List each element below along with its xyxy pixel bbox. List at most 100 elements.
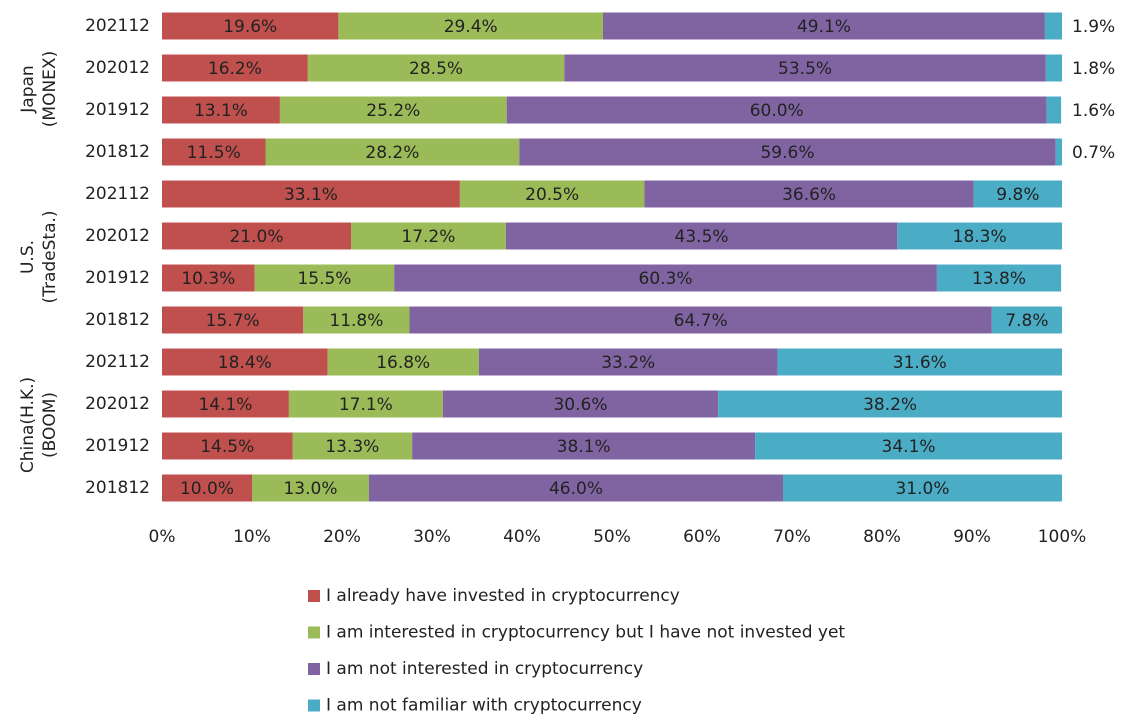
- legend-label: I already have invested in cryptocurrenc…: [326, 586, 680, 606]
- data-label: 13.1%: [194, 101, 248, 121]
- data-label: 17.1%: [339, 395, 393, 415]
- data-label: 33.2%: [601, 353, 655, 373]
- data-label: 1.9%: [1072, 17, 1115, 37]
- bar-segment: [936, 264, 1062, 292]
- data-label: 38.2%: [863, 395, 917, 415]
- data-label: 17.2%: [401, 227, 455, 247]
- data-label: 33.1%: [284, 185, 338, 205]
- y-tick-label: 202112: [85, 184, 150, 204]
- legend-swatch: [308, 663, 320, 675]
- data-label: 60.3%: [639, 269, 693, 289]
- bar-segment: [288, 390, 443, 418]
- y-tick-label: 201912: [85, 268, 150, 288]
- bar-segment: [162, 474, 252, 502]
- bar-segment: [162, 348, 328, 376]
- bar-segment: [303, 306, 410, 334]
- y-tick-label: 201912: [85, 100, 150, 120]
- data-label: 15.5%: [297, 269, 351, 289]
- data-label: 11.8%: [329, 311, 383, 331]
- data-label: 59.6%: [760, 143, 814, 163]
- data-label: 10.0%: [180, 479, 234, 499]
- y-tick-label: 201812: [85, 310, 150, 330]
- data-label: 15.7%: [206, 311, 260, 331]
- bar-segment: [162, 12, 339, 40]
- bar-segment: [292, 432, 413, 460]
- bar-segment: [506, 96, 1047, 124]
- data-label: 13.3%: [325, 437, 379, 457]
- data-label: 30.6%: [553, 395, 607, 415]
- y-tick-label: 202012: [85, 58, 150, 78]
- data-label: 31.0%: [895, 479, 949, 499]
- bar-segment: [505, 222, 898, 250]
- data-label: 28.2%: [365, 143, 419, 163]
- y-tick-label: 202112: [85, 352, 150, 372]
- bar-segment: [162, 138, 266, 166]
- y-tick-label: 202112: [85, 16, 150, 36]
- data-label: 49.1%: [797, 17, 851, 37]
- bar-segment: [409, 306, 992, 334]
- bar-segment: [162, 180, 460, 208]
- data-label: 13.0%: [283, 479, 337, 499]
- x-tick-label: 20%: [323, 527, 361, 547]
- data-label: 25.2%: [366, 101, 420, 121]
- legend-swatch: [308, 699, 320, 712]
- bar-segment: [327, 348, 479, 376]
- bar-segment: [162, 222, 351, 250]
- bar-segment: [755, 432, 1062, 460]
- bar-segment: [412, 432, 756, 460]
- data-label: 19.6%: [223, 17, 277, 37]
- bar-segment: [162, 432, 293, 460]
- y-tick-label: 201812: [85, 142, 150, 162]
- data-label: 18.3%: [953, 227, 1007, 247]
- data-label: 11.5%: [187, 143, 241, 163]
- bar-segment: [442, 390, 719, 418]
- bar-segment: [973, 180, 1062, 208]
- bar-segment: [644, 180, 974, 208]
- bar-segment: [777, 348, 1062, 376]
- data-label: 13.8%: [972, 269, 1026, 289]
- legend-swatch: [308, 590, 320, 602]
- bar-segment: [1044, 12, 1062, 40]
- legend-label: I am not interested in cryptocurrency: [326, 659, 643, 679]
- bar-segment: [459, 180, 645, 208]
- data-label: 16.8%: [376, 353, 430, 373]
- y-tick-label: 201912: [85, 436, 150, 456]
- y-tick-label: 202012: [85, 226, 150, 246]
- bar-segment: [254, 264, 395, 292]
- bar-segment: [338, 12, 603, 40]
- bar-segment: [162, 306, 304, 334]
- bar-segment: [478, 348, 778, 376]
- bar-segment: [265, 138, 520, 166]
- bar-segment: [162, 264, 255, 292]
- bar-segment: [162, 390, 289, 418]
- data-label: 18.4%: [218, 353, 272, 373]
- data-label: 0.7%: [1072, 143, 1115, 163]
- group-label: U.S.: [18, 240, 38, 274]
- data-label: 7.8%: [1005, 311, 1048, 331]
- y-tick-label: 201812: [85, 478, 150, 498]
- bar-segment: [1046, 96, 1062, 124]
- x-tick-label: 90%: [953, 527, 991, 547]
- group-label: (TradeSta.): [40, 210, 60, 303]
- x-tick-label: 100%: [1038, 527, 1087, 547]
- x-tick-label: 80%: [863, 527, 901, 547]
- bar-segment: [394, 264, 937, 292]
- bar-segment: [1055, 138, 1062, 166]
- data-label: 14.1%: [198, 395, 252, 415]
- data-label: 46.0%: [549, 479, 603, 499]
- data-label: 1.8%: [1072, 59, 1115, 79]
- legend-swatch: [308, 626, 320, 639]
- group-label: China(H.K.): [18, 377, 38, 473]
- group-label: (BOOM): [40, 392, 60, 458]
- data-label: 60.0%: [750, 101, 804, 121]
- data-label: 1.6%: [1072, 101, 1115, 121]
- bar-segment: [279, 96, 507, 124]
- bar-segment: [369, 474, 783, 502]
- data-label: 21.0%: [229, 227, 283, 247]
- bar-segment: [564, 54, 1046, 82]
- data-label: 34.1%: [882, 437, 936, 457]
- data-label: 36.6%: [782, 185, 836, 205]
- data-label: 64.7%: [674, 311, 728, 331]
- legend-label: I am interested in cryptocurrency but I …: [326, 623, 845, 643]
